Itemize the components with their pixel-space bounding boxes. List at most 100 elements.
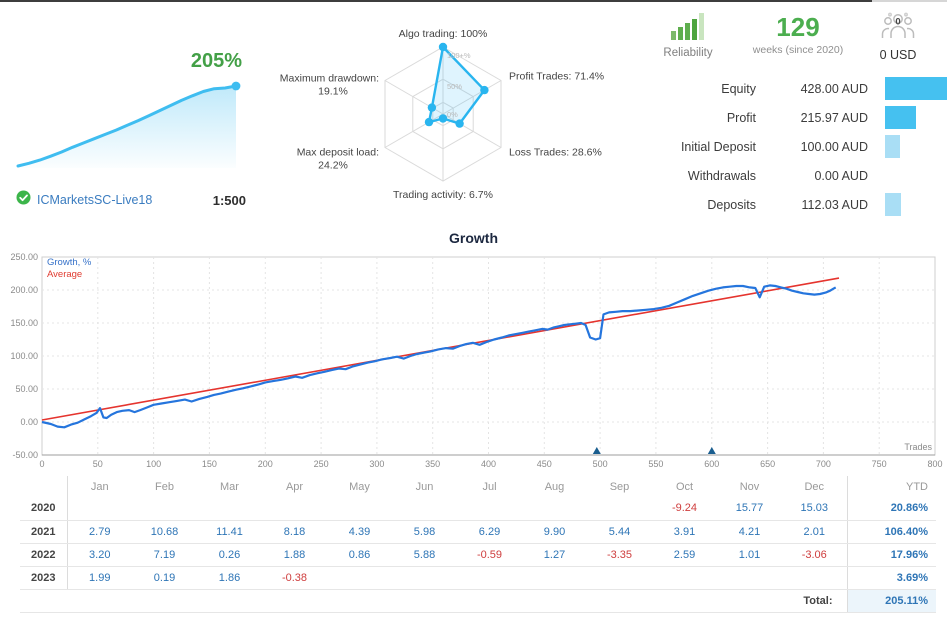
month-header-cell: Nov [739, 480, 760, 493]
ytd-cell: 106.40% [846, 520, 936, 544]
summary-row: Reliability 129 weeks (since 2020) [634, 12, 947, 62]
svg-text:150: 150 [202, 459, 217, 469]
stat-value: 100.00 AUD [800, 139, 868, 154]
total-value: 205.11% [846, 589, 936, 613]
return-cell [67, 497, 132, 521]
svg-text:0%: 0% [447, 110, 458, 119]
weeks-block: 129 weeks (since 2020) [742, 12, 854, 56]
account-row: ICMarketsSC-Live18 1:500 [16, 190, 246, 210]
stat-bar-track [885, 135, 947, 158]
stat-bar [885, 106, 917, 129]
svg-text:700: 700 [816, 459, 831, 469]
return-cell: 7.19 [132, 543, 197, 567]
growth-section: Growth 250.00 200.00 150.00 100.00 50.00 0.00… [0, 228, 947, 476]
stat-row: Deposits 112.03 AUD [634, 190, 947, 219]
ytd-cell: 20.86% [846, 497, 936, 521]
svg-text:Max deposit load:: Max deposit load: [297, 147, 379, 159]
return-cell: 5.98 [392, 520, 457, 544]
stat-label: Initial Deposit [680, 139, 756, 154]
return-cell: 3.91 [652, 520, 717, 544]
svg-text:200.00: 200.00 [10, 285, 38, 295]
svg-text:150.00: 150.00 [10, 318, 38, 328]
svg-text:350: 350 [425, 459, 440, 469]
return-cell: 4.21 [717, 520, 782, 544]
svg-text:Profit Trades: 71.4%: Profit Trades: 71.4% [509, 71, 604, 83]
monthly-returns-table: Jan Feb Mar Apr May Jun Jul Aug Sep Oct Nov Dec YTD 2… [20, 476, 936, 613]
leverage-value: 1:500 [212, 192, 246, 208]
svg-text:Algo trading: 100%: Algo trading: 100% [399, 28, 488, 40]
growth-percent-label: 205% [190, 50, 242, 72]
stat-bar-track [885, 164, 947, 187]
svg-text:400: 400 [481, 459, 496, 469]
svg-text:800: 800 [927, 459, 942, 469]
stat-label: Equity [721, 81, 756, 96]
return-cell: 11.41 [197, 520, 262, 544]
svg-text:Growth, %: Growth, % [47, 257, 92, 268]
stat-value: 215.97 AUD [800, 110, 868, 125]
stat-bar-track [885, 106, 947, 129]
return-cell [587, 566, 652, 590]
return-cell: 0.26 [197, 543, 262, 567]
table-row: 2021 2.79 10.68 11.41 8.18 4.39 5.98 6.29 9.90 5.… [20, 520, 936, 544]
return-cell [457, 566, 522, 590]
return-cell [132, 497, 197, 521]
svg-text:250: 250 [314, 459, 329, 469]
return-cell [522, 566, 587, 590]
return-cell: 1.27 [522, 543, 587, 567]
return-cell: -3.06 [782, 543, 847, 567]
account-name-link[interactable]: ICMarketsSC-Live18 [37, 193, 153, 207]
return-cell [392, 497, 457, 521]
stat-bar [885, 193, 902, 216]
table-row: 2022 3.20 7.19 0.26 1.88 0.86 5.88 -0.59 1.27 -3.… [20, 543, 936, 567]
weeks-count: 129 [776, 12, 820, 42]
svg-text:600: 600 [704, 459, 719, 469]
svg-text:650: 650 [760, 459, 775, 469]
return-cell: 2.59 [652, 543, 717, 567]
return-cell: -0.59 [457, 543, 522, 567]
return-cell: -9.24 [652, 497, 717, 521]
month-header-cell: Jul [482, 480, 497, 493]
stat-value: 112.03 AUD [801, 197, 868, 212]
month-header-cell: Jan [90, 480, 109, 493]
return-cell: -3.35 [587, 543, 652, 567]
stat-bar [885, 77, 947, 100]
stat-row: Profit 215.97 AUD [634, 103, 947, 132]
table-row: 2020 -9.24 15.77 15.03 20.86% [20, 497, 936, 521]
return-cell [197, 497, 262, 521]
stat-value: 428.00 AUD [800, 81, 868, 96]
svg-text:50%: 50% [447, 82, 462, 91]
return-cell: 10.68 [132, 520, 197, 544]
svg-text:250.00: 250.00 [10, 252, 38, 262]
svg-text:100: 100 [146, 459, 161, 469]
month-header-cell: Mar [220, 480, 239, 493]
stat-label: Deposits [707, 197, 756, 212]
return-cell: 5.88 [392, 543, 457, 567]
svg-text:300: 300 [369, 459, 384, 469]
balance-stats: Equity 428.00 AUD Profit 215.97 AUD Initial … [634, 74, 947, 219]
svg-text:Average: Average [47, 269, 82, 280]
year-cell: 2022 [20, 543, 68, 567]
return-cell: 3.20 [67, 543, 132, 567]
svg-text:0: 0 [39, 459, 44, 469]
year-cell: 2021 [20, 520, 68, 544]
svg-text:24.2%: 24.2% [318, 160, 348, 172]
subscribers-funds: 0 USD [879, 48, 917, 62]
svg-text:Loss Trades: 28.6%: Loss Trades: 28.6% [509, 147, 602, 159]
month-header-cell: May [349, 480, 370, 493]
return-cell: 1.99 [67, 566, 132, 590]
svg-text:Maximum drawdown:: Maximum drawdown: [280, 73, 379, 85]
month-header-cell: Aug [544, 480, 565, 493]
return-cell: 2.01 [782, 520, 847, 544]
return-cell: 4.39 [327, 520, 392, 544]
return-cell: 15.03 [782, 497, 847, 521]
svg-text:19.1%: 19.1% [318, 86, 348, 98]
return-cell: 0.86 [327, 543, 392, 567]
svg-text:450: 450 [537, 459, 552, 469]
month-header-cell: Oct [675, 480, 694, 493]
return-cell: 8.18 [262, 520, 327, 544]
ytd-cell: 3.69% [846, 566, 936, 590]
return-cell: -0.38 [262, 566, 327, 590]
return-cell: 1.88 [262, 543, 327, 567]
year-cell: 2020 [20, 497, 68, 521]
return-cell: 1.01 [717, 543, 782, 567]
